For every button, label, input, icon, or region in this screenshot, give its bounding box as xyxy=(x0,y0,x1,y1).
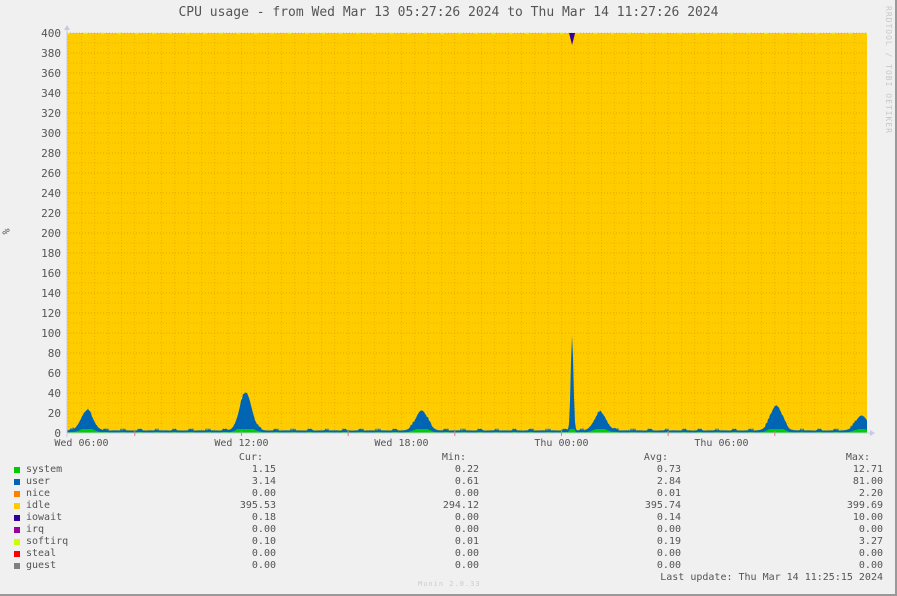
y-tick-label: 160 xyxy=(41,267,61,280)
y-tick-label: 180 xyxy=(41,247,61,260)
legend-series-name: nice xyxy=(26,488,51,499)
legend-avg-value: 0.14 xyxy=(656,512,681,523)
legend-min-value: 294.12 xyxy=(442,500,479,511)
x-tick-label: Thu 06:00 xyxy=(694,438,748,449)
legend-max-value: 0.00 xyxy=(858,548,883,559)
legend-column-header: Min: xyxy=(441,452,466,463)
y-tick-label: 380 xyxy=(41,47,61,60)
y-tick-label: 0 xyxy=(54,427,61,440)
legend-min-value: 0.00 xyxy=(454,548,479,559)
y-tick-label: 280 xyxy=(41,147,61,160)
legend-series-name: iowait xyxy=(26,512,63,523)
legend-cur-value: 1.15 xyxy=(251,464,276,475)
legend-avg-value: 0.73 xyxy=(656,464,681,475)
legend-column-header: Avg: xyxy=(643,452,668,463)
iowait-spike xyxy=(569,33,576,45)
legend-cur-value: 0.00 xyxy=(251,524,276,535)
y-tick-label: 60 xyxy=(48,367,61,380)
legend-swatch xyxy=(14,563,20,569)
legend-max-value: 399.69 xyxy=(846,500,883,511)
legend-max-value: 0.00 xyxy=(858,524,883,535)
x-axis-arrow xyxy=(870,430,875,436)
legend-min-value: 0.00 xyxy=(454,524,479,535)
y-tick-label: 340 xyxy=(41,87,61,100)
legend-min-value: 0.00 xyxy=(454,488,479,499)
legend-series-name: steal xyxy=(26,548,57,559)
legend-cur-value: 395.53 xyxy=(239,500,276,511)
legend-series-name: guest xyxy=(26,560,57,571)
legend-series-name: user xyxy=(26,476,51,487)
legend-max-value: 2.20 xyxy=(858,488,883,499)
x-tick-label: Wed 12:00 xyxy=(214,438,268,449)
legend-max-value: 10.00 xyxy=(852,512,883,523)
x-tick-label: Wed 06:00 xyxy=(54,438,108,449)
legend-avg-value: 2.84 xyxy=(656,476,681,487)
legend-series-name: irq xyxy=(26,524,45,535)
y-tick-label: 300 xyxy=(41,127,61,140)
legend-avg-value: 0.00 xyxy=(656,548,681,559)
y-tick-label: 260 xyxy=(41,167,61,180)
y-tick-label: 80 xyxy=(48,347,61,360)
y-tick-label: 320 xyxy=(41,107,61,120)
legend-avg-value: 0.00 xyxy=(656,524,681,535)
legend-series-name: idle xyxy=(26,500,51,511)
legend-series-name: system xyxy=(26,464,63,475)
y-tick-label: 400 xyxy=(41,27,61,40)
y-tick-label: 100 xyxy=(41,327,61,340)
y-tick-label: 360 xyxy=(41,67,61,80)
legend-max-value: 0.00 xyxy=(858,560,883,571)
legend-column-header: Cur: xyxy=(238,452,263,463)
legend-min-value: 0.61 xyxy=(454,476,479,487)
y-tick-label: 40 xyxy=(48,387,61,400)
legend-swatch xyxy=(14,515,20,521)
y-tick-label: 240 xyxy=(41,187,61,200)
legend-swatch xyxy=(14,467,20,473)
legend-cur-value: 0.18 xyxy=(251,512,276,523)
munin-version: Munin 2.0.33 xyxy=(418,580,481,588)
x-tick-label: Thu 00:00 xyxy=(534,438,588,449)
legend-swatch xyxy=(14,479,20,485)
legend-min-value: 0.00 xyxy=(454,512,479,523)
y-tick-label: 200 xyxy=(41,227,61,240)
y-tick-label: 20 xyxy=(48,407,61,420)
y-tick-label: 120 xyxy=(41,307,61,320)
legend-cur-value: 3.14 xyxy=(251,476,276,487)
legend-cur-value: 0.00 xyxy=(251,488,276,499)
legend-swatch xyxy=(14,527,20,533)
rrdtool-watermark: RRDTOOL / TOBI OETIKER xyxy=(884,6,893,134)
legend-series-name: softirq xyxy=(26,536,69,547)
x-tick-label: Wed 18:00 xyxy=(374,438,428,449)
legend-swatch xyxy=(14,491,20,497)
y-tick-label: 220 xyxy=(41,207,61,220)
legend-min-value: 0.00 xyxy=(454,560,479,571)
legend-swatch xyxy=(14,539,20,545)
legend-avg-value: 0.01 xyxy=(656,488,681,499)
legend-avg-value: 0.19 xyxy=(656,536,681,547)
chart-title: CPU usage - from Wed Mar 13 05:27:26 202… xyxy=(178,5,719,20)
legend-cur-value: 0.00 xyxy=(251,560,276,571)
legend-avg-value: 0.00 xyxy=(656,560,681,571)
legend-avg-value: 395.74 xyxy=(644,500,681,511)
legend-max-value: 12.71 xyxy=(852,464,883,475)
last-update: Last update: Thu Mar 14 11:25:15 2024 xyxy=(660,572,883,583)
y-tick-label: 140 xyxy=(41,287,61,300)
legend-column-header: Max: xyxy=(845,452,870,463)
legend-swatch xyxy=(14,551,20,557)
legend-cur-value: 0.10 xyxy=(251,536,276,547)
legend-swatch xyxy=(14,503,20,509)
legend-cur-value: 0.00 xyxy=(251,548,276,559)
legend-max-value: 81.00 xyxy=(852,476,883,487)
legend-min-value: 0.01 xyxy=(454,536,479,547)
legend-min-value: 0.22 xyxy=(454,464,479,475)
legend-max-value: 3.27 xyxy=(858,536,883,547)
y-axis-arrow xyxy=(64,25,70,30)
